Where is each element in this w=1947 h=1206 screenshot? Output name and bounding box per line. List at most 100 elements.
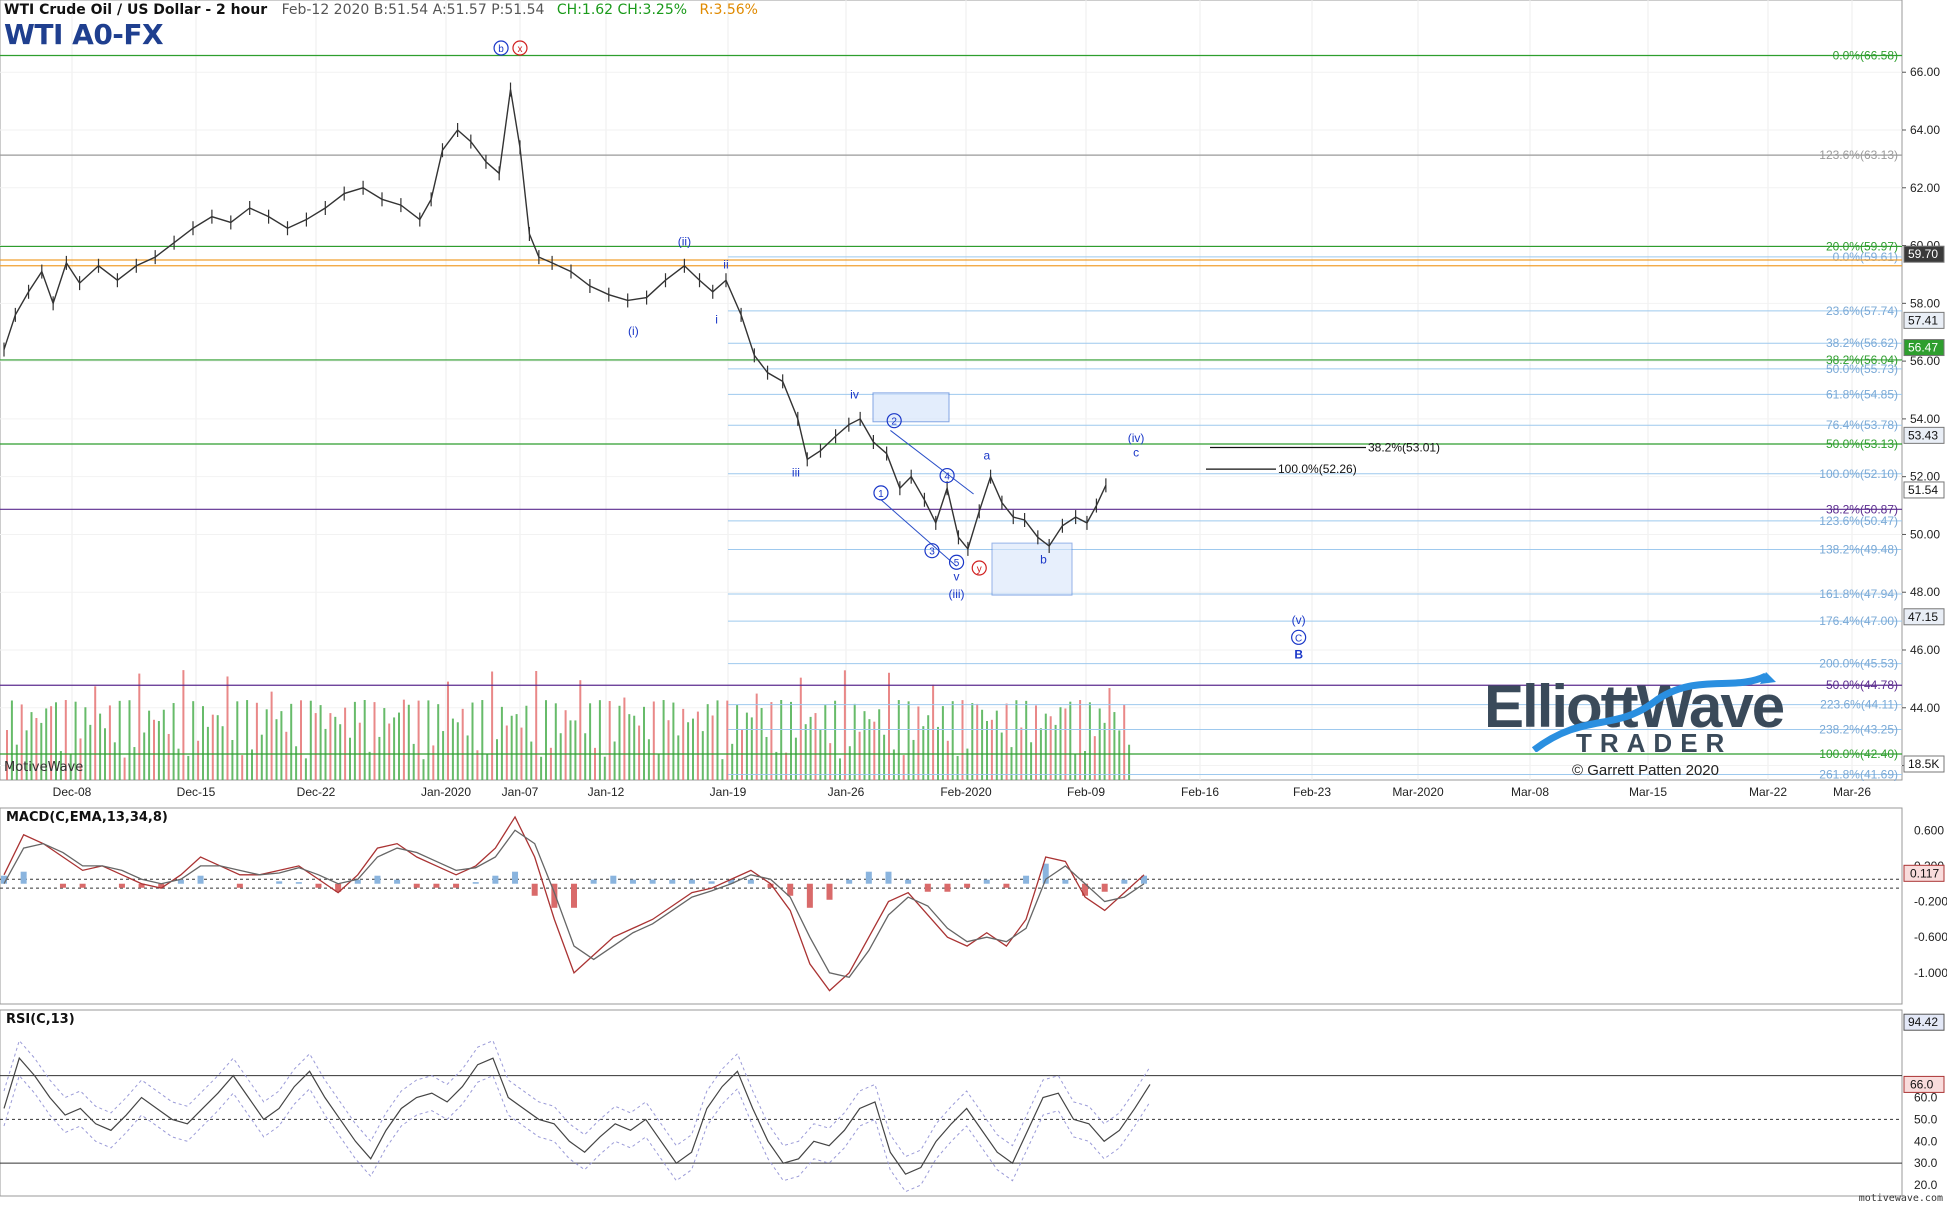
- volume-bar: [25, 730, 28, 780]
- platform-name: MotiveWave: [4, 760, 84, 775]
- volume-bar: [721, 759, 724, 780]
- volume-bar: [270, 691, 273, 780]
- volume-bar: [608, 701, 611, 780]
- volume-bar: [790, 701, 792, 780]
- x-tick-label: Mar-08: [1511, 785, 1549, 799]
- wave-label: v: [954, 570, 960, 584]
- volume-bar: [1015, 700, 1018, 780]
- volume-bar: [883, 734, 886, 780]
- macd-hist-bar: [924, 883, 931, 892]
- macd-tick-label: -0.600: [1914, 930, 1947, 944]
- volume-bar: [868, 719, 871, 780]
- macd-tick-label: -1.000: [1914, 966, 1947, 980]
- volume-bar: [956, 755, 959, 780]
- change-info: CH:1.62 CH:3.25%: [556, 2, 688, 18]
- fib-label: 100.0%(52.10): [1819, 467, 1898, 481]
- volume-bar: [1084, 751, 1086, 780]
- volume-bar: [260, 734, 263, 780]
- fib-label: 161.8%(47.94): [1819, 587, 1898, 601]
- x-tick-label: Mar-2020: [1392, 785, 1444, 799]
- volume-bar: [481, 700, 484, 780]
- volume-bar: [128, 700, 131, 780]
- volume-bar: [1093, 736, 1096, 780]
- volume-bar: [932, 684, 935, 780]
- macd-hist-bar: [79, 883, 86, 888]
- y-tick-label: 52.00: [1910, 470, 1940, 484]
- macd-hist-bar: [1121, 879, 1128, 884]
- volume-bar: [221, 726, 224, 780]
- volume-bar: [59, 751, 62, 780]
- target-label: 100.0%(52.26): [1278, 462, 1357, 476]
- volume-bar: [652, 701, 655, 780]
- fib-label: 0.0%(59.61): [1833, 250, 1898, 264]
- volume-bar: [108, 705, 111, 780]
- volume-bar: [133, 747, 136, 780]
- volume-bar: [476, 750, 479, 780]
- macd-hist-bar: [610, 875, 617, 884]
- macd-hist-bar: [453, 883, 460, 888]
- price-tag-box: [1903, 608, 1945, 626]
- volume-bar: [1118, 730, 1121, 780]
- volume-bar: [10, 700, 13, 780]
- wave-label: c: [1133, 445, 1139, 459]
- volume-bar: [55, 702, 57, 780]
- wave-label-circle: [948, 554, 965, 570]
- macd-hist-bar: [374, 875, 381, 884]
- volume-bar: [628, 714, 631, 780]
- x-tick-label: Feb-2020: [940, 785, 992, 799]
- rsi-band-upper: [3, 1039, 1151, 1158]
- volume-bar: [888, 672, 890, 780]
- volume-bar: [804, 724, 807, 780]
- volume-bar: [422, 759, 425, 780]
- volume-bar: [579, 680, 582, 780]
- volume-bar: [138, 673, 141, 780]
- macd-hist-bar: [1023, 875, 1030, 884]
- x-tick-label: Mar-22: [1749, 785, 1787, 799]
- volume-bar: [765, 736, 768, 780]
- fib-label: 200.0%(45.53): [1819, 657, 1898, 671]
- fib-label: 138.2%(49.48): [1819, 542, 1898, 556]
- rsi-band-lower: [3, 1074, 1151, 1193]
- macd-hist-bar: [138, 883, 145, 888]
- x-tick-label: Feb-23: [1293, 785, 1331, 799]
- wave-label-circle: [873, 485, 889, 501]
- volume-bar: [216, 715, 219, 780]
- wave-label-circle: [924, 543, 940, 559]
- volume-bar: [407, 704, 410, 780]
- wave-label: 5: [954, 558, 960, 569]
- fib-label: 261.8%(41.69): [1819, 768, 1898, 782]
- volume-bar: [834, 700, 837, 780]
- macd-hist-bar: [1062, 879, 1069, 884]
- volume-bar: [594, 747, 596, 780]
- volume-bar: [584, 733, 587, 780]
- macd-hist-bar: [531, 883, 538, 896]
- wave-label: (v): [1292, 613, 1306, 627]
- fib-label: 38.2%(56.62): [1826, 336, 1898, 350]
- volume-bar: [456, 722, 459, 780]
- x-tick-label: Dec-22: [297, 785, 336, 799]
- volume-bar: [1000, 732, 1003, 780]
- volume-bar: [84, 707, 87, 780]
- macd-hist-bar: [59, 883, 66, 888]
- quote-info: Feb-12 2020 B:51.54 A:51.57 P:51.54: [281, 2, 545, 18]
- volume-bar: [603, 756, 606, 780]
- volume-bar: [951, 701, 954, 780]
- x-tick-label: Jan-19: [710, 785, 747, 799]
- price-tag-box: [1903, 426, 1945, 444]
- volume-bar: [672, 702, 675, 780]
- volume-bar: [393, 717, 396, 780]
- volume-bar: [187, 755, 190, 780]
- volume-bar: [94, 686, 97, 780]
- wave-label: b: [498, 44, 504, 55]
- volume-bar: [491, 671, 494, 780]
- volume-bar: [941, 706, 944, 780]
- volume-bar: [113, 742, 116, 780]
- volume-bar: [755, 693, 758, 780]
- volume-bar: [731, 743, 734, 780]
- volume-bar: [643, 706, 645, 780]
- price-line: [3, 89, 1107, 551]
- volume-bar: [236, 701, 239, 780]
- volume-bar: [15, 744, 18, 780]
- volume-bar: [285, 731, 288, 780]
